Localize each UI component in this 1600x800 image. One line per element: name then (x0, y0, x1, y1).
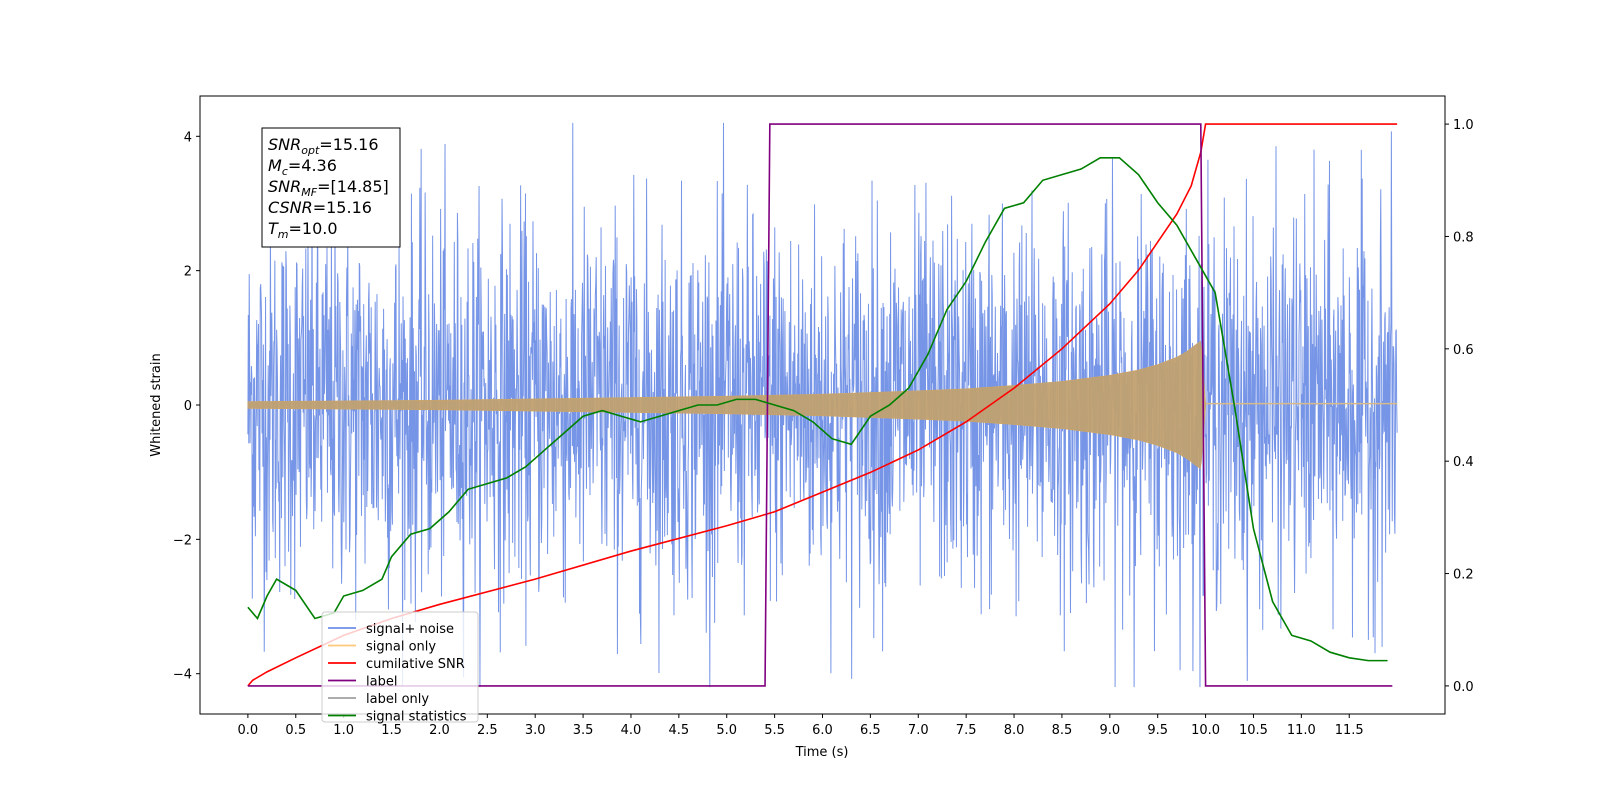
x-tick-label: 10.5 (1239, 723, 1268, 738)
annotation-line: Mc=4.36 (268, 156, 337, 178)
x-tick-label: 6.0 (812, 723, 833, 738)
y-tick-label: 4 (184, 130, 192, 145)
legend: signal+ noise signal only cumilative SNR la… (321, 611, 479, 725)
x-tick-label: 4.0 (621, 723, 642, 738)
x-axis: 0.0 0.5 1.0 1.5 2.0 2.5 3.0 3.5 4.0 4.5 5.0 5.5 6.0 6… (238, 714, 1364, 738)
legend-entry: signal statistics (366, 710, 467, 725)
x-tick-label: 8.5 (1052, 723, 1073, 738)
x-tick-label: 3.0 (525, 723, 546, 738)
x-tick-label: 7.0 (908, 723, 929, 738)
x-tick-label: 5.0 (716, 723, 737, 738)
legend-entry: signal only (366, 640, 436, 655)
y-axis-label: Whitened strain (149, 353, 164, 456)
annotation-line: SNRMF=[14.85] (268, 177, 389, 199)
annotation-line: CSNR=15.16 (268, 198, 372, 217)
x-axis-label: Time (s) (795, 745, 849, 760)
x-tick-label: 1.0 (333, 723, 354, 738)
series-signal-noise (247, 122, 1398, 688)
legend-frame (321, 611, 479, 723)
y2-tick-label: 0.2 (1453, 568, 1474, 583)
x-tick-label: 2.5 (477, 723, 498, 738)
series-signal-statistics (247, 157, 1388, 662)
y-axis-right: 0.0 0.2 0.4 0.6 0.8 1.0 (1445, 118, 1474, 695)
x-tick-label: 2.0 (429, 723, 450, 738)
legend-entry: signal+ noise (366, 622, 454, 637)
legend-entry: label (366, 675, 397, 690)
annotation-line: Tm=10.0 (268, 219, 338, 241)
legend-entry: label only (366, 692, 429, 707)
y-tick-label: −2 (173, 533, 192, 548)
annotation-line: SNRopt=15.16 (268, 135, 379, 157)
series-label (247, 123, 1393, 687)
x-tick-label: 9.0 (1099, 723, 1120, 738)
y-tick-label: −4 (173, 668, 192, 683)
x-tick-label: 3.5 (573, 723, 594, 738)
x-tick-label: 0.5 (285, 723, 306, 738)
y2-tick-label: 0.6 (1453, 343, 1474, 358)
x-tick-label: 4.5 (669, 723, 690, 738)
y-tick-label: 0 (184, 399, 192, 414)
x-tick-label: 11.5 (1335, 723, 1364, 738)
x-tick-label: 5.5 (764, 723, 785, 738)
y-tick-label: 2 (184, 265, 192, 280)
y2-tick-label: 0.4 (1453, 455, 1474, 470)
series-signal-only (247, 340, 1206, 470)
y2-tick-label: 0.8 (1453, 230, 1474, 245)
annotation-box: SNRopt=15.16Mc=4.36SNRMF=[14.85]CSNR=15.… (261, 127, 401, 248)
legend-entry: cumilative SNR (366, 657, 465, 672)
x-tick-label: 9.5 (1147, 723, 1168, 738)
x-tick-label: 8.0 (1004, 723, 1025, 738)
x-tick-label: 10.0 (1191, 723, 1220, 738)
x-tick-label: 1.5 (381, 723, 402, 738)
y-axis-left: −4 −2 0 2 4 (173, 130, 200, 683)
y2-tick-label: 0.0 (1453, 680, 1474, 695)
x-tick-label: 11.0 (1287, 723, 1316, 738)
x-tick-label: 7.5 (956, 723, 977, 738)
y2-tick-label: 1.0 (1453, 118, 1474, 133)
annotation-frame (261, 127, 401, 248)
x-tick-label: 6.5 (860, 723, 881, 738)
x-tick-label: 0.0 (238, 723, 259, 738)
